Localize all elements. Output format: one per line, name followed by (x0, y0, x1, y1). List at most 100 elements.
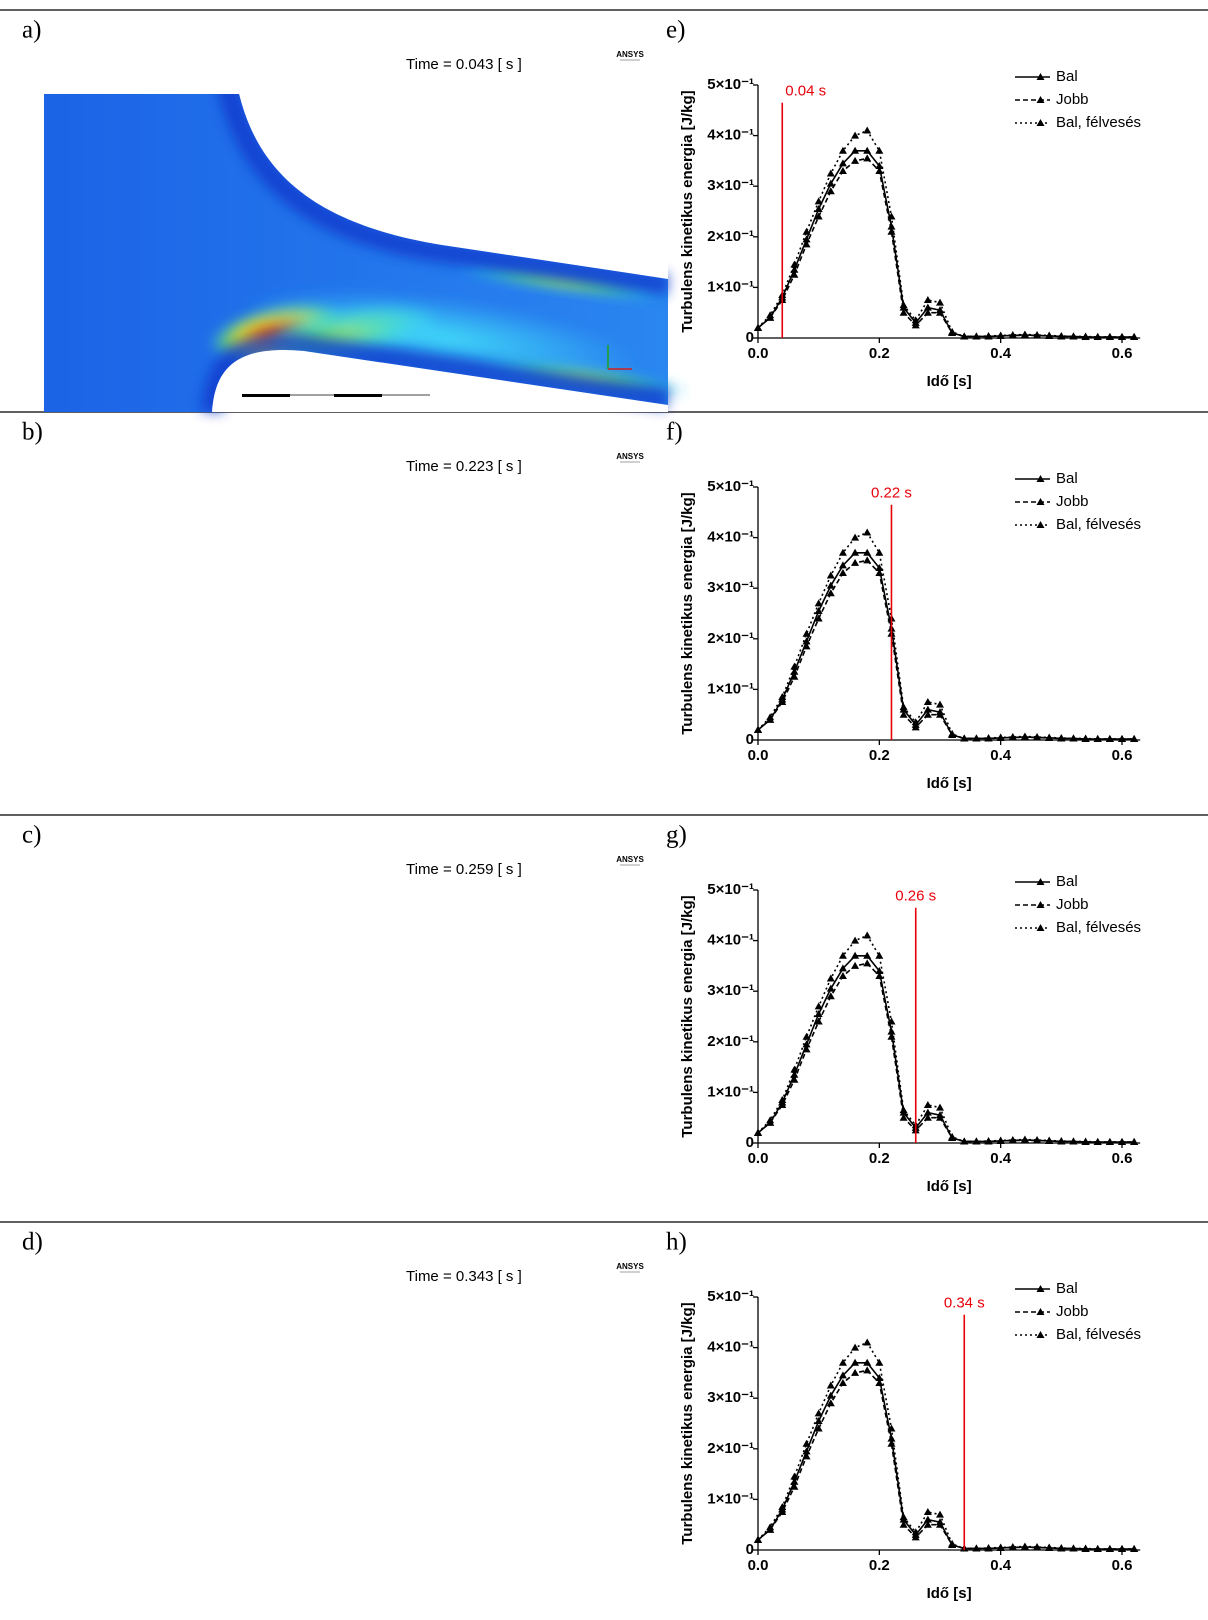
panel-label: b) (22, 419, 43, 446)
point-marker (814, 614, 823, 622)
point-marker (790, 1070, 799, 1078)
point-marker (972, 734, 981, 742)
legend-marker (1036, 1331, 1045, 1338)
wall-layer (212, 1149, 668, 1217)
point-marker (1130, 332, 1139, 340)
point-marker (1130, 1137, 1139, 1145)
flow-blob (162, 1439, 282, 1620)
point-marker (826, 1399, 835, 1407)
scale-bar (334, 1199, 382, 1202)
wall (212, 1562, 668, 1620)
point-marker (1008, 1542, 1017, 1550)
point-marker (1033, 330, 1042, 338)
panel-label: c) (22, 822, 41, 849)
point-marker (899, 1113, 908, 1121)
x-tick-label: 0.2 (869, 1557, 890, 1574)
point-marker (875, 966, 884, 974)
point-marker (1008, 732, 1017, 740)
point-marker (863, 931, 872, 939)
point-marker (911, 718, 920, 726)
point-marker (802, 1452, 811, 1460)
y-tick-label: 3×10⁻¹ (707, 177, 754, 194)
point-marker (984, 1136, 993, 1144)
point-marker (838, 159, 847, 167)
flow-blob (0, 489, 352, 809)
y-axis-label: Turbulens kinetikus energia [J/kg] (679, 895, 696, 1137)
point-marker (1105, 734, 1114, 742)
point-marker (863, 126, 872, 134)
point-marker (911, 1528, 920, 1536)
x-axis-label: Idő [s] (927, 373, 972, 390)
flow-blob (294, 1168, 409, 1226)
y-tick-label: 4×10⁻¹ (707, 1339, 754, 1356)
point-marker (1093, 1544, 1102, 1552)
x-tick-label: 0.6 (1112, 1150, 1133, 1167)
point-marker (1118, 1544, 1126, 1552)
y-tick-label: 3×10⁻¹ (707, 982, 754, 999)
point-marker (936, 700, 944, 708)
panel-label: e) (666, 17, 685, 44)
point-marker (802, 1439, 811, 1447)
point-marker (972, 1544, 981, 1552)
point-marker (826, 169, 835, 177)
y-tick-label: 1×10⁻¹ (707, 1083, 754, 1100)
point-marker (923, 308, 932, 316)
point-marker (863, 1366, 872, 1374)
point-marker (814, 606, 823, 614)
legend-label: Bal, félvesés (1056, 516, 1141, 533)
legend-marker (1036, 878, 1045, 885)
legend-marker (1036, 73, 1045, 80)
point-marker (826, 179, 835, 187)
point-marker (960, 1137, 969, 1145)
point-marker (802, 1045, 811, 1053)
point-marker (814, 212, 823, 220)
y-tick-label: 4×10⁻¹ (707, 127, 754, 144)
x-tick-label: 0.0 (748, 747, 769, 764)
point-marker (802, 637, 811, 645)
point-marker (802, 1032, 811, 1040)
point-marker (838, 1358, 847, 1366)
point-marker (1033, 1542, 1042, 1550)
series-line (757, 1369, 1135, 1550)
scale-bar (334, 394, 382, 397)
legend-marker (1036, 1308, 1045, 1315)
cfd-image (0, 449, 668, 836)
y-tick-label: 5×10⁻¹ (707, 76, 754, 93)
point-marker (972, 332, 981, 340)
point-marker (1057, 331, 1066, 339)
point-marker (851, 1358, 860, 1366)
x-tick-label: 0.4 (990, 747, 1012, 764)
wall (232, 1259, 668, 1491)
point-marker (1118, 1137, 1126, 1145)
wall-layer (222, 852, 668, 1090)
y-tick-label: 2×10⁻¹ (707, 1440, 754, 1457)
point-marker (1118, 734, 1126, 742)
point-marker (790, 672, 799, 680)
point-marker (936, 1103, 944, 1111)
flow-blob (400, 732, 624, 806)
point-marker (826, 187, 835, 195)
cfd-image (0, 1259, 668, 1620)
flow-blob (173, 996, 243, 1132)
series-line (757, 934, 1135, 1143)
series-line (757, 954, 1135, 1143)
point-marker (1069, 1544, 1078, 1552)
series-line (757, 551, 1135, 740)
point-marker (899, 710, 908, 718)
point-marker (936, 1113, 944, 1121)
legend-label: Bal, félvesés (1056, 919, 1141, 936)
point-marker (1045, 733, 1054, 741)
point-marker (875, 563, 884, 571)
x-tick-label: 0.0 (748, 345, 769, 362)
point-marker (875, 951, 884, 959)
cfd-image (44, 94, 690, 414)
point-marker (984, 733, 993, 741)
point-marker (851, 936, 860, 944)
point-marker (887, 1424, 896, 1432)
point-marker (838, 548, 847, 556)
point-marker (899, 1520, 908, 1528)
wall (212, 752, 668, 814)
series-line (757, 531, 1135, 740)
point-marker (790, 1477, 799, 1485)
x-tick-label: 0.4 (990, 1557, 1012, 1574)
